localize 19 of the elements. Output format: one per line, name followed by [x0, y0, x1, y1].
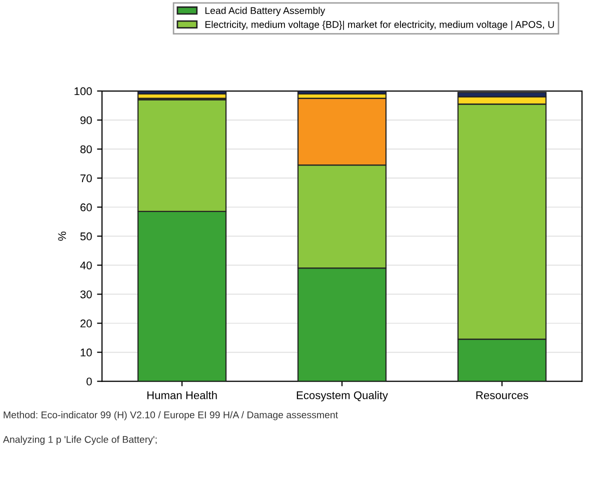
- y-tick-label: 10: [80, 348, 92, 356]
- y-tick-label: 70: [80, 174, 92, 182]
- y-tick-label: 50: [80, 232, 92, 240]
- x-tick-label: Ecosystem Quality: [296, 391, 388, 402]
- legend-label: Lead Acid Battery Assembly: [205, 6, 326, 16]
- y-tick-label: 30: [80, 290, 92, 298]
- y-tick-label: 0: [86, 378, 92, 386]
- x-tick-label: Human Health: [147, 391, 217, 400]
- y-axis-title: %: [58, 232, 66, 241]
- text: Analyzing 1 p 'Life Cycle of Battery';: [3, 436, 157, 445]
- y-tick-label: 40: [80, 261, 92, 270]
- y-tick-label: 90: [80, 116, 92, 124]
- y-tick-label: 80: [80, 145, 92, 154]
- y-tick-label: 100: [74, 87, 92, 96]
- text: Method: Eco-indicator 99 (H) V2.10 / Europe EI 99 H/A / Damage assessment: [4, 411, 338, 420]
- x-tick-label: Resources: [476, 391, 528, 400]
- legend-label: Electricity, medium voltage {BD}| market for electricity, medium voltage | APOS, U: [205, 20, 554, 30]
- y-tick-label: 20: [80, 320, 92, 328]
- y-tick-label: 60: [80, 203, 92, 212]
